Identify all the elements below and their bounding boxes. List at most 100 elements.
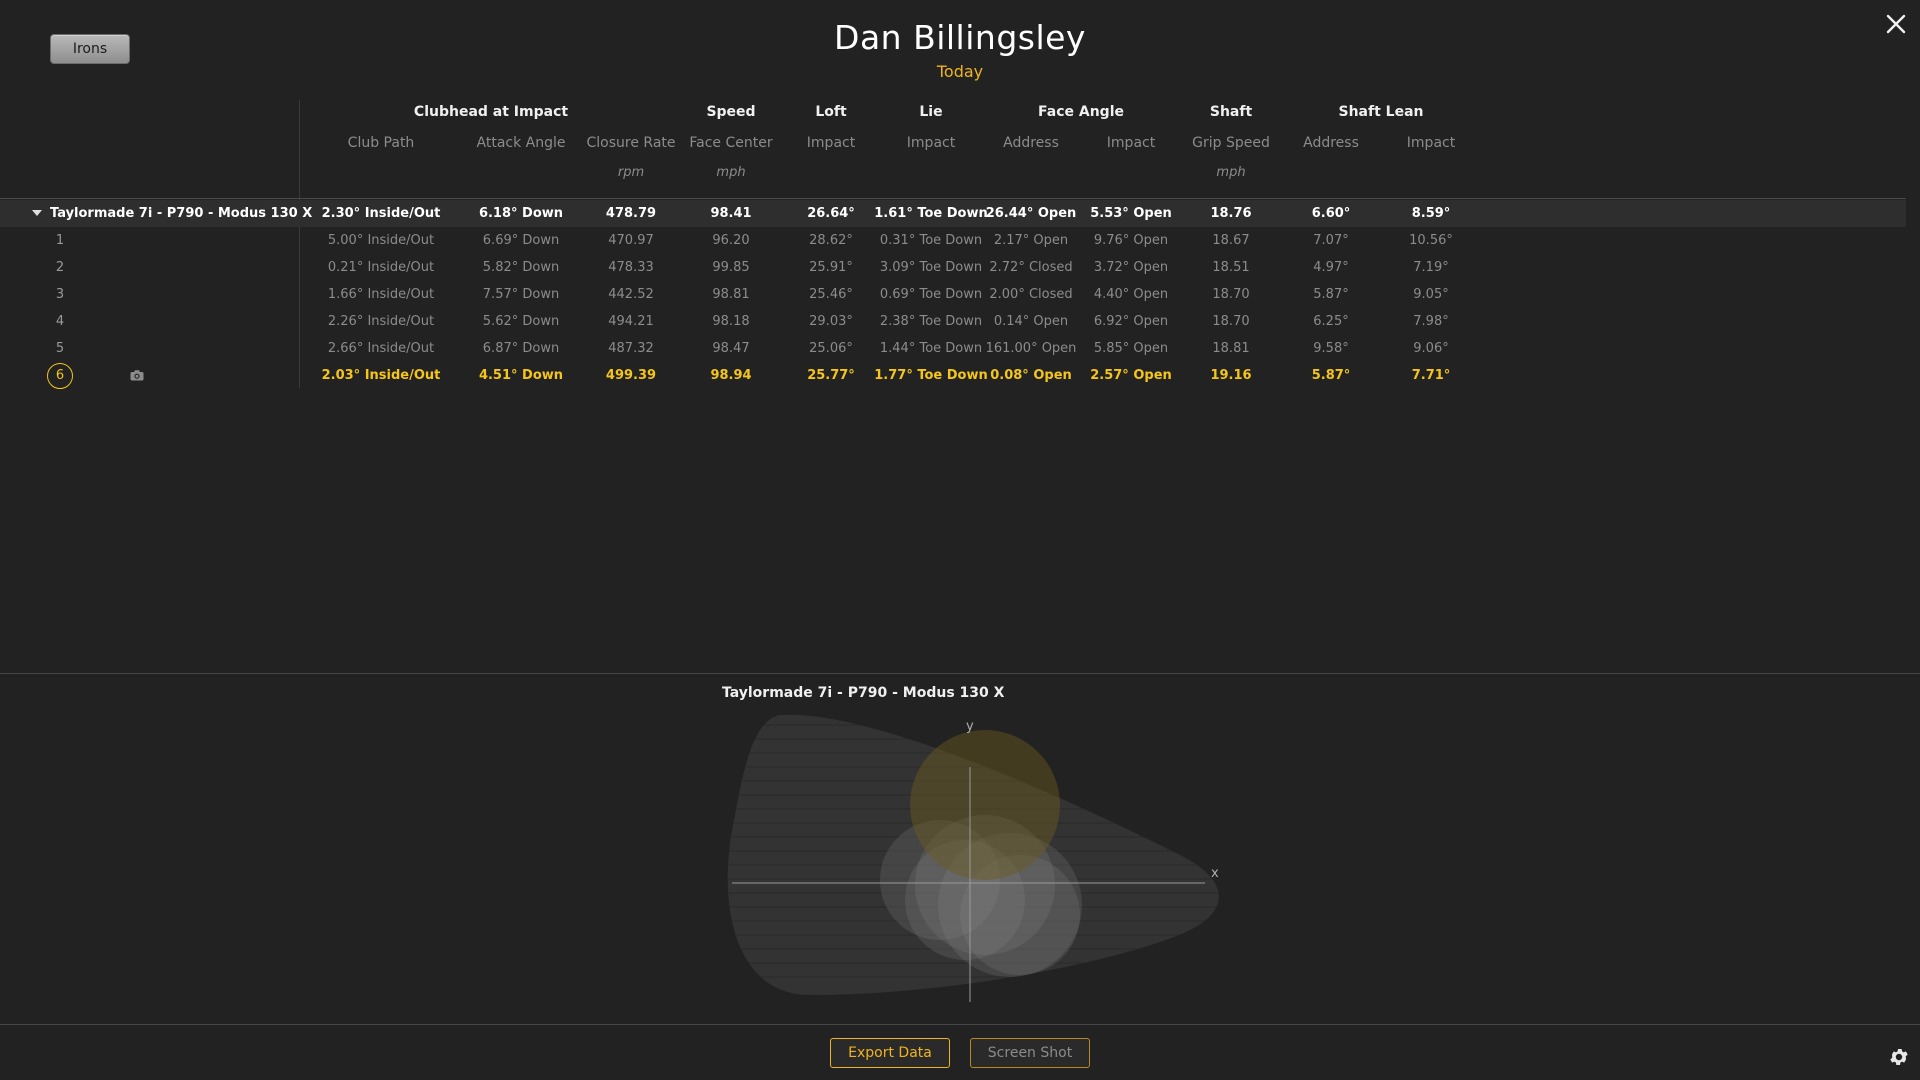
cell: 1.44° Toe Down	[879, 341, 983, 356]
unit-closure-rate: rpm	[617, 165, 645, 180]
table-row[interactable]: 1 5.00° Inside/Out 6.69° Down 470.97 96.…	[0, 227, 1906, 254]
x-axis-label: x	[1211, 866, 1219, 881]
selected-shot-number[interactable]: 6	[47, 363, 73, 389]
export-data-button[interactable]: Export Data	[830, 1038, 950, 1068]
player-name: Dan Billingsley	[834, 18, 1086, 57]
cell: 2.30° Inside/Out	[321, 206, 441, 221]
impact-marker	[938, 833, 1082, 977]
panel-divider	[0, 673, 1920, 674]
table-row[interactable]: 5 2.66° Inside/Out 6.87° Down 487.32 98.…	[0, 335, 1906, 362]
cell: 1.66° Inside/Out	[327, 287, 435, 302]
header-loft: Loft	[815, 104, 847, 120]
shot-number: 5	[55, 341, 65, 356]
cell: 3.09° Toe Down	[879, 260, 983, 275]
header-shaft-lean: Shaft Lean	[1338, 104, 1424, 120]
cell: 96.20	[712, 233, 750, 248]
subheader-face-center: Face Center	[689, 135, 773, 151]
camera-icon[interactable]	[130, 370, 144, 381]
cell: 6.60°	[1311, 206, 1351, 221]
table-column-divider	[299, 100, 300, 388]
header-face-angle: Face Angle	[1038, 104, 1124, 120]
cell: 7.19°	[1413, 260, 1449, 275]
settings-button[interactable]	[1888, 1046, 1910, 1068]
table-row[interactable]: 2 0.21° Inside/Out 5.82° Down 478.33 99.…	[0, 254, 1906, 281]
subheader-closure-rate: Closure Rate	[586, 135, 676, 151]
table-row[interactable]: 3 1.66° Inside/Out 7.57° Down 442.52 98.…	[0, 281, 1906, 308]
cell: 26.64°	[807, 206, 855, 221]
cell: 18.70	[1212, 287, 1250, 302]
cell: 7.98°	[1413, 314, 1449, 329]
shot-number: 3	[55, 287, 65, 302]
cell: 25.06°	[809, 341, 853, 356]
subheader-loft-impact: Impact	[806, 135, 856, 151]
table-row-selected[interactable]: 6 2.03° Inside/Out 4.51° Down 499.39 98.…	[0, 362, 1906, 389]
club-name: Taylormade 7i - P790 - Modus 130 X	[50, 206, 313, 221]
cell: 2.57° Open	[1090, 368, 1172, 383]
cell: 0.21° Inside/Out	[327, 260, 435, 275]
cell: 6.92° Open	[1093, 314, 1169, 329]
cell: 4.97°	[1313, 260, 1349, 275]
cell: 494.21	[608, 314, 654, 329]
subheader-attack-angle: Attack Angle	[476, 135, 566, 151]
cell: 2.66° Inside/Out	[327, 341, 435, 356]
screen-shot-button[interactable]: Screen Shot	[970, 1038, 1090, 1068]
cell: 25.77°	[807, 368, 855, 383]
header-lie: Lie	[919, 104, 943, 120]
cell: 442.52	[608, 287, 654, 302]
session-date: Today	[936, 62, 984, 81]
impact-panel-title: Taylormade 7i - P790 - Modus 130 X	[722, 685, 1005, 701]
cell: 487.32	[608, 341, 654, 356]
shot-number: 1	[55, 233, 65, 248]
impact-marker-selected	[910, 730, 1060, 880]
cell: 7.71°	[1411, 368, 1451, 383]
header-clubhead-at-impact: Clubhead at Impact	[413, 104, 569, 120]
cell: 0.31° Toe Down	[879, 233, 983, 248]
cell: 7.57° Down	[482, 287, 560, 302]
cell: 9.58°	[1313, 341, 1349, 356]
triangle-down-icon[interactable]	[32, 210, 42, 216]
cell: 5.82° Down	[482, 260, 560, 275]
cell: 98.41	[710, 206, 752, 221]
cell: 98.18	[712, 314, 750, 329]
cell: 18.51	[1212, 260, 1250, 275]
table-row[interactable]: 4 2.26° Inside/Out 5.62° Down 494.21 98.…	[0, 308, 1906, 335]
table-header-divider	[0, 198, 1906, 199]
cell: 99.85	[712, 260, 750, 275]
shot-number: 4	[55, 314, 65, 329]
cell: 6.69° Down	[482, 233, 560, 248]
y-axis-label: y	[966, 719, 974, 734]
cell: 19.16	[1210, 368, 1252, 383]
cell: 2.26° Inside/Out	[327, 314, 435, 329]
club-summary-row[interactable]: Taylormade 7i - P790 - Modus 130 X 2.30°…	[0, 200, 1906, 227]
cell: 29.03°	[809, 314, 853, 329]
subheader-face-address: Address	[1003, 135, 1059, 151]
gear-icon	[1890, 1049, 1908, 1065]
cell: 25.46°	[809, 287, 853, 302]
subheader-lean-impact: Impact	[1406, 135, 1456, 151]
cell: 5.87°	[1313, 287, 1349, 302]
cell: 7.07°	[1313, 233, 1349, 248]
cell: 6.25°	[1313, 314, 1349, 329]
cell: 2.72° Closed	[989, 260, 1073, 275]
subheader-club-path: Club Path	[347, 135, 415, 151]
cell: 18.81	[1212, 341, 1250, 356]
cell: 2.00° Closed	[989, 287, 1073, 302]
close-button[interactable]	[1880, 8, 1912, 40]
shot-number: 2	[55, 260, 65, 275]
impact-marker	[915, 815, 1055, 955]
cell: 9.06°	[1413, 341, 1449, 356]
cell: 6.87° Down	[482, 341, 560, 356]
cell: 26.44° Open	[985, 206, 1077, 221]
footer-divider	[0, 1024, 1920, 1025]
cell: 1.61° Toe Down	[874, 206, 988, 221]
cell: 499.39	[605, 368, 657, 383]
cell: 25.91°	[809, 260, 853, 275]
cell: 2.03° Inside/Out	[321, 368, 441, 383]
subheader-lean-address: Address	[1303, 135, 1359, 151]
cell: 2.17° Open	[993, 233, 1069, 248]
header-speed: Speed	[706, 104, 756, 120]
cell: 5.00° Inside/Out	[327, 233, 435, 248]
impact-marker	[960, 855, 1080, 975]
impact-markers	[880, 730, 1082, 977]
irons-filter-button[interactable]: Irons	[50, 34, 130, 64]
